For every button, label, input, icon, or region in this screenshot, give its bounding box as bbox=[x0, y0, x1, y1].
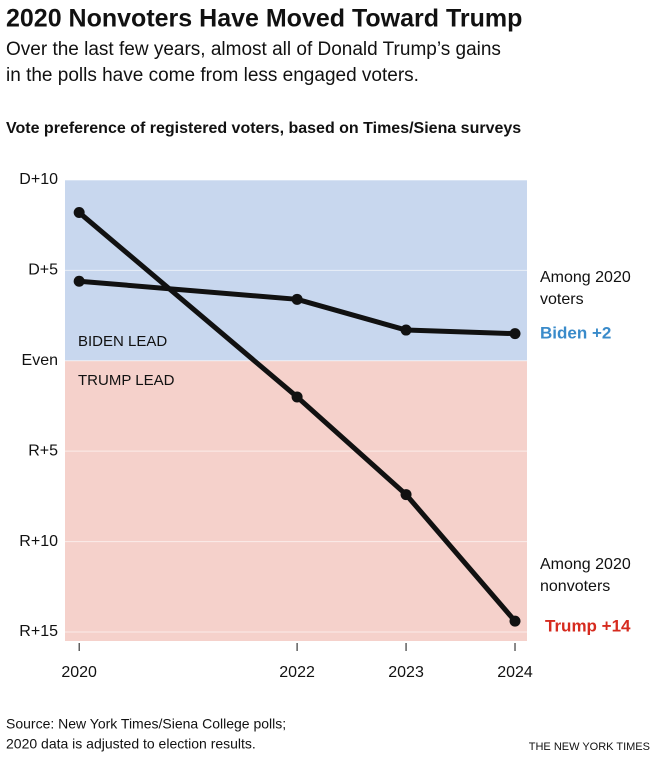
x-tick-label: 2023 bbox=[388, 664, 424, 681]
y-tick-label: R+10 bbox=[19, 533, 58, 550]
point bbox=[509, 615, 521, 627]
source: Source: New York Times/Siena College pol… bbox=[6, 716, 286, 732]
series-name: Among 2020 nonvoters bbox=[540, 556, 631, 595]
point bbox=[73, 275, 85, 287]
region-label: TRUMP LEAD bbox=[78, 372, 175, 389]
end-label: Biden +2 bbox=[540, 323, 611, 342]
series-line bbox=[77, 210, 517, 623]
y-tick-label: R+15 bbox=[19, 623, 58, 640]
subtitle: Over the last few years, almost all of D… bbox=[6, 39, 501, 60]
y-tick-label: Even bbox=[22, 352, 58, 369]
point bbox=[73, 207, 85, 219]
x-tick-label: 2024 bbox=[497, 664, 533, 681]
region-trump bbox=[65, 360, 527, 641]
series-name: Among 2020 voters bbox=[540, 269, 631, 308]
point bbox=[291, 293, 303, 305]
x-tick-label: 2022 bbox=[279, 664, 315, 681]
y-tick-label: D+10 bbox=[19, 171, 58, 188]
y-tick-label: D+5 bbox=[28, 262, 58, 279]
point bbox=[400, 489, 412, 501]
x-tick-label: 2020 bbox=[61, 664, 97, 681]
point bbox=[509, 328, 521, 340]
end-label: Trump +14 bbox=[545, 616, 631, 635]
credit: THE NEW YORK TIMES bbox=[529, 741, 650, 753]
source: 2020 data is adjusted to election result… bbox=[6, 736, 256, 752]
point bbox=[291, 391, 303, 403]
series-line bbox=[78, 278, 516, 337]
point bbox=[400, 324, 412, 336]
region-label: BIDEN LEAD bbox=[78, 333, 167, 350]
subtitle: in the polls have come from less engaged… bbox=[6, 65, 419, 86]
chart-title: 2020 Nonvoters Have Moved Toward Trump bbox=[6, 5, 522, 33]
chart-heading: Vote preference of registered voters, ba… bbox=[6, 120, 521, 137]
y-tick-label: R+5 bbox=[28, 442, 58, 459]
